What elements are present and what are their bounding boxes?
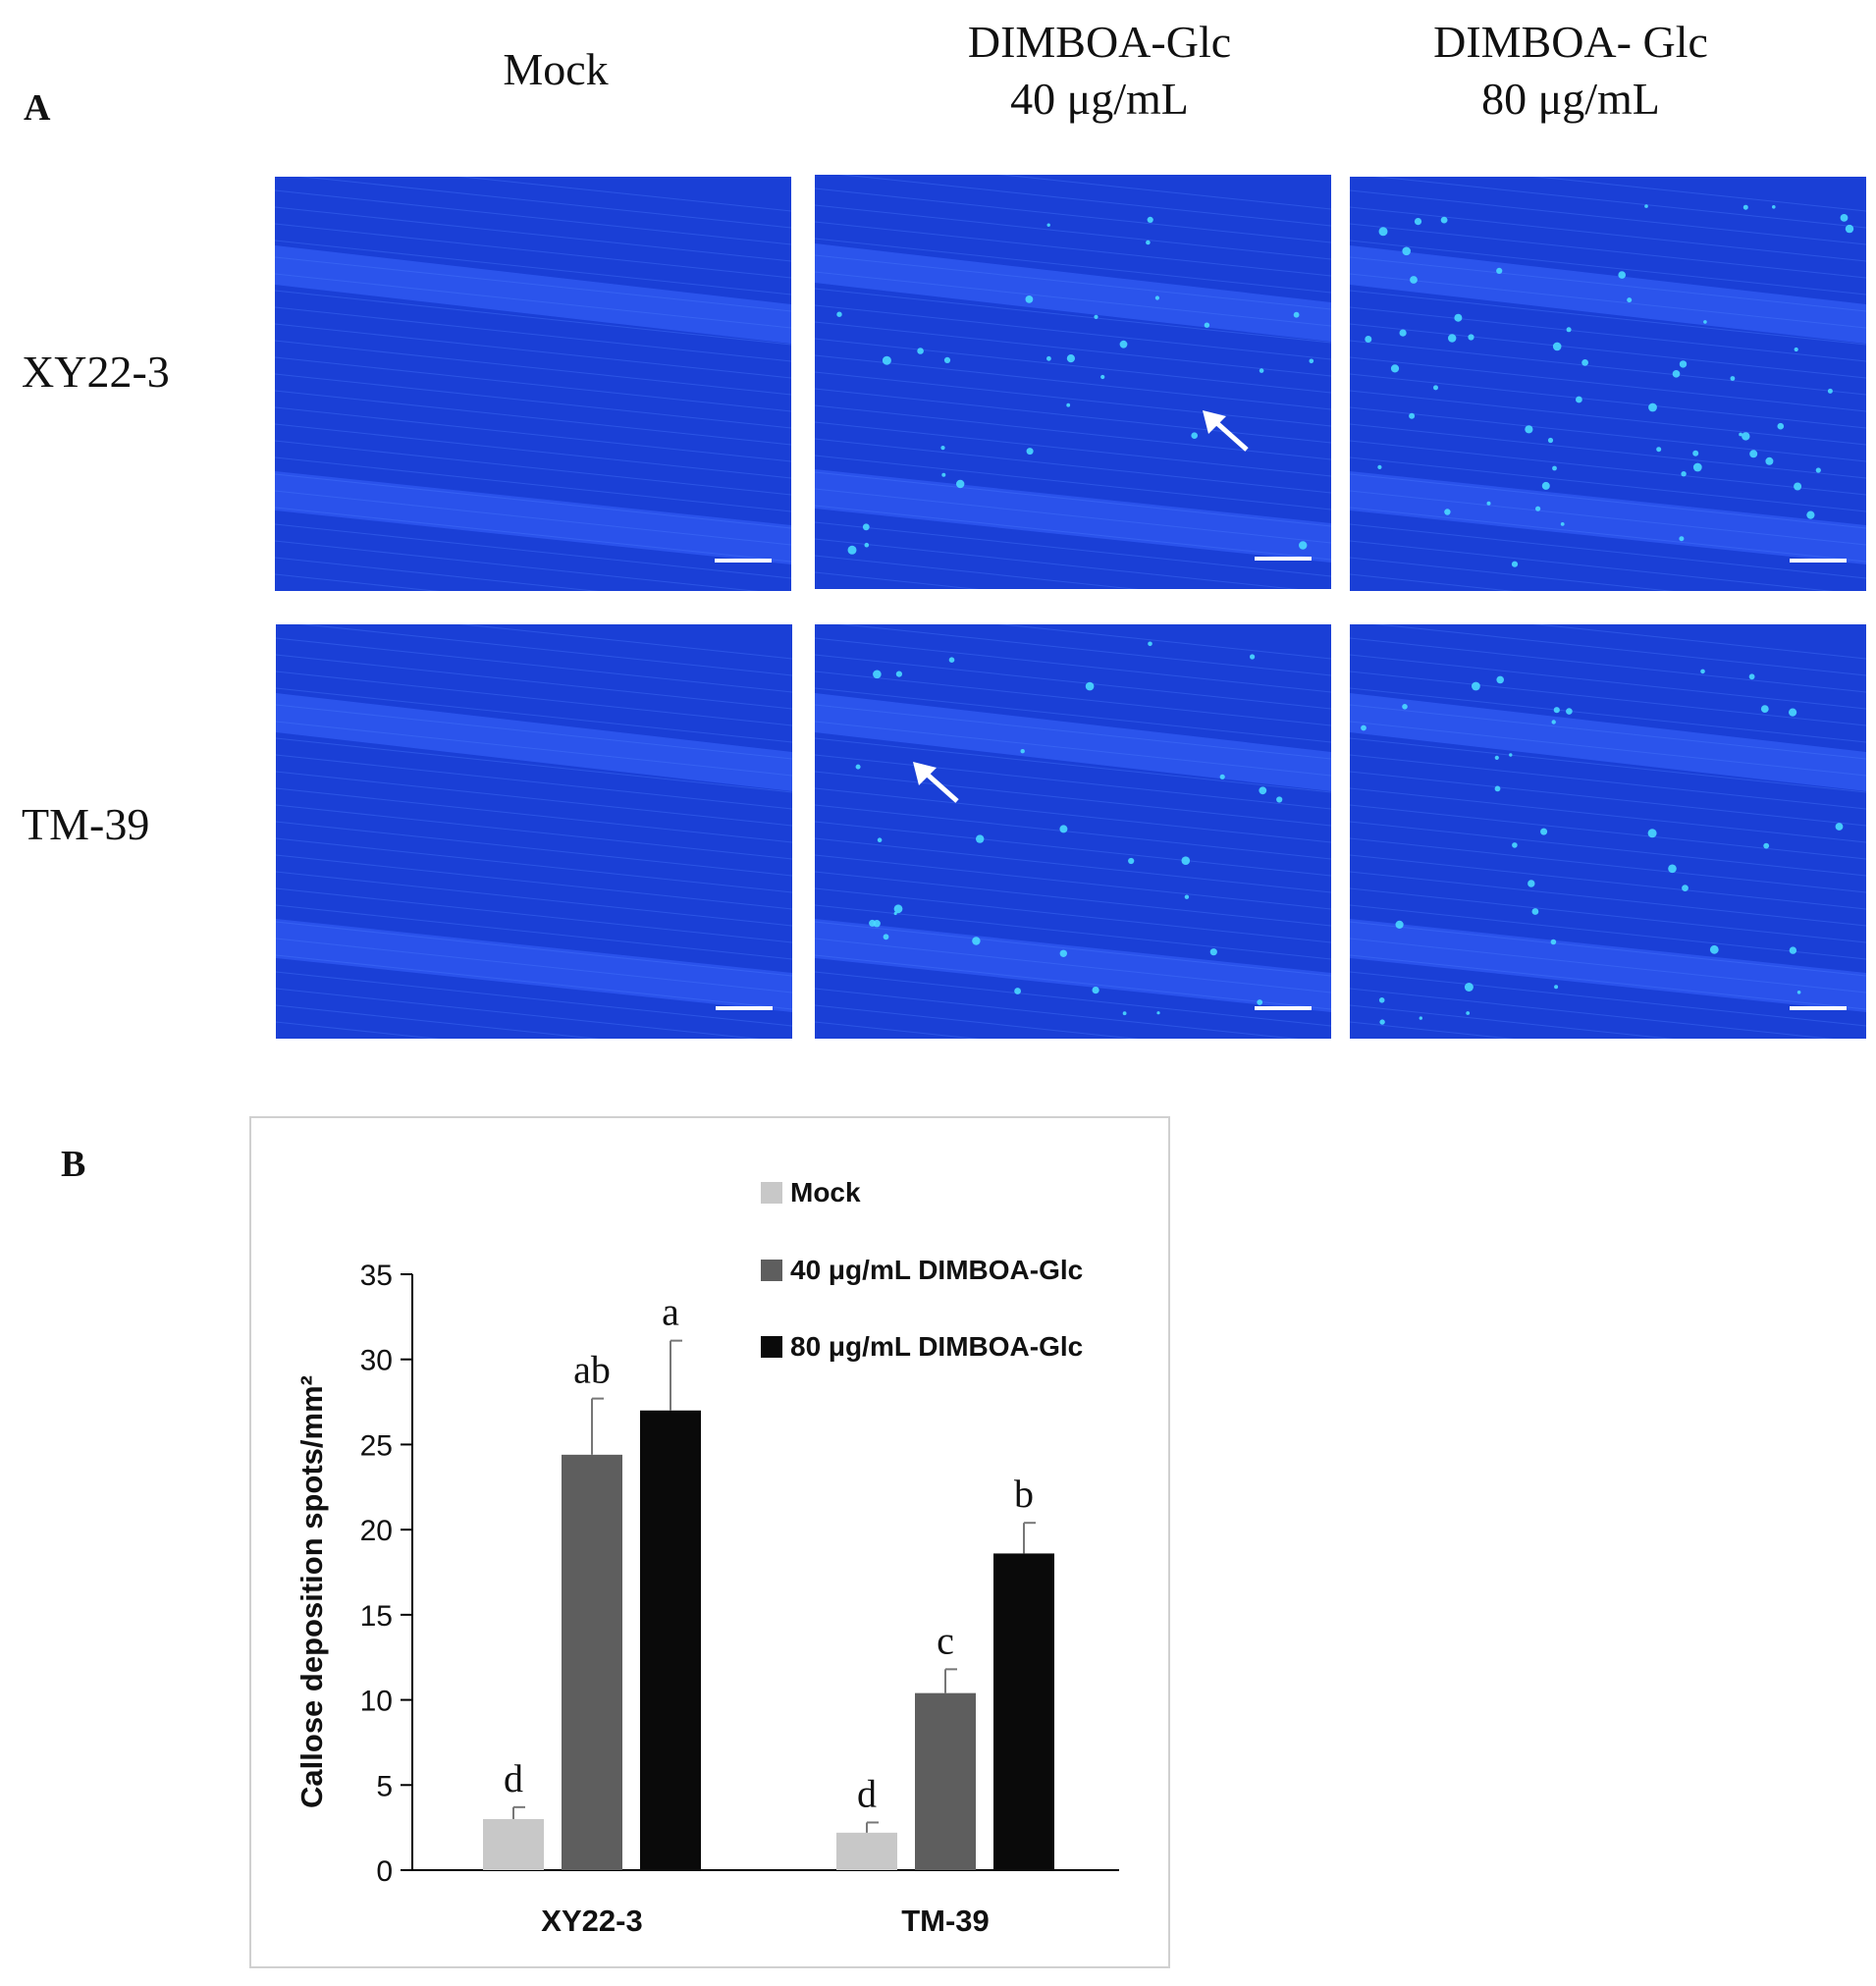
y-tick-label: 15 <box>360 1600 393 1633</box>
legend-swatch <box>761 1260 782 1281</box>
y-tick-label: 0 <box>376 1855 393 1888</box>
legend-swatch <box>761 1336 782 1358</box>
bar <box>562 1454 622 1870</box>
panel-b-label: B <box>61 1144 86 1185</box>
column-header-mock: Mock <box>300 41 811 98</box>
legend-swatch <box>761 1182 782 1204</box>
micrograph-tm-39-mock <box>276 624 792 1039</box>
bar <box>640 1410 701 1870</box>
y-tick-label: 5 <box>376 1770 393 1802</box>
y-tick-label: 35 <box>360 1260 393 1292</box>
y-tick-label: 10 <box>360 1686 393 1718</box>
y-tick-label: 30 <box>360 1345 393 1377</box>
legend-label: Mock <box>790 1177 861 1208</box>
y-tick-label: 20 <box>360 1515 393 1547</box>
column-header-80: DIMBOA- Glc 80 μg/mL <box>1315 14 1826 128</box>
bar <box>915 1692 976 1870</box>
micrograph-xy22-3-80 <box>1350 177 1866 591</box>
micrograph-tm-39-80 <box>1350 624 1866 1039</box>
micrograph-tm-39-40 <box>815 624 1331 1039</box>
micrograph-xy22-3-mock <box>275 177 791 591</box>
x-tick-label: XY22-3 <box>541 1904 642 1938</box>
legend-label: 40 μg/mL DIMBOA-Glc <box>790 1255 1083 1285</box>
column-header-line2: 80 μg/mL <box>1481 74 1660 124</box>
column-header-line1: Mock <box>503 44 609 94</box>
significance-letter: b <box>1014 1472 1034 1516</box>
row-label-xy22-3: XY22-3 <box>22 347 170 397</box>
significance-letter: a <box>662 1290 679 1334</box>
x-tick-label: TM-39 <box>901 1904 990 1938</box>
micrograph-xy22-3-40 <box>815 175 1331 589</box>
bar <box>483 1818 544 1870</box>
column-header-line2: 40 μg/mL <box>1010 74 1189 124</box>
column-header-line1: DIMBOA- Glc <box>1433 17 1708 67</box>
significance-letter: c <box>937 1618 954 1662</box>
column-header-40: DIMBOA-Glc 40 μg/mL <box>844 14 1355 128</box>
bar <box>836 1832 897 1870</box>
y-tick-label: 25 <box>360 1429 393 1462</box>
y-axis-label: Callose deposition spots/mm² <box>295 1375 329 1808</box>
significance-letter: ab <box>573 1348 611 1392</box>
significance-letter: d <box>857 1771 877 1815</box>
significance-letter: d <box>504 1756 523 1800</box>
panel-a-label: A <box>24 87 51 129</box>
row-label-tm-39: TM-39 <box>22 799 150 849</box>
column-header-line1: DIMBOA-Glc <box>967 17 1232 67</box>
legend-label: 80 μg/mL DIMBOA-Glc <box>790 1331 1083 1362</box>
bar <box>993 1553 1054 1870</box>
